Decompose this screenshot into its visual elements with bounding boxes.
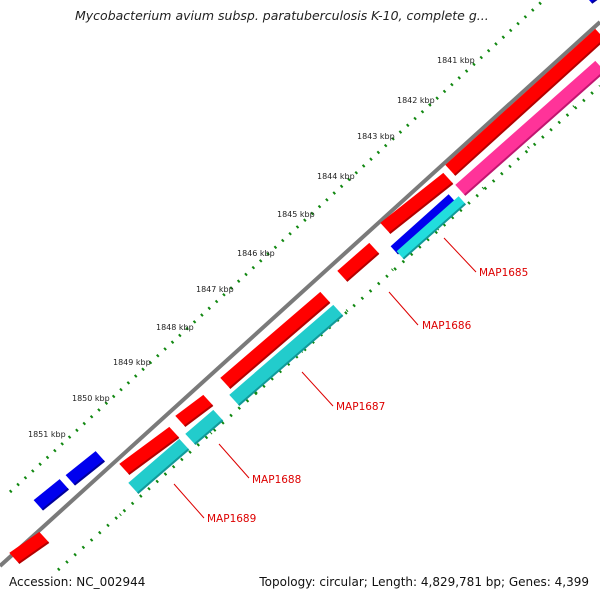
gene-label-map1688[interactable]: MAP1688 bbox=[252, 474, 301, 486]
gene-red-1688[interactable] bbox=[175, 394, 213, 427]
genome-stats: Topology: circular; Length: 4,829,781 bp… bbox=[259, 575, 589, 589]
inner-tick-marks bbox=[118, 81, 600, 517]
gene-label-map1687[interactable]: MAP1687 bbox=[336, 401, 385, 413]
gene-label-leader bbox=[218, 443, 250, 479]
gene-blue-inner[interactable] bbox=[390, 194, 456, 254]
outer-tick-track bbox=[8, 0, 546, 494]
gene-cyan-1688-edge bbox=[194, 419, 224, 445]
ruler-label: 1845 kbp bbox=[277, 210, 315, 219]
ruler-label: 1846 kbp bbox=[237, 249, 275, 258]
gene-red-small-a[interactable] bbox=[337, 242, 379, 282]
ruler-label: 1844 kbp bbox=[317, 172, 355, 181]
gene-blue-outer-b[interactable] bbox=[65, 451, 105, 485]
gene-label-leader bbox=[173, 483, 205, 519]
ruler-label: 1847 kbp bbox=[196, 285, 234, 294]
ruler-label: 1849 kbp bbox=[113, 358, 151, 367]
genome-title: Mycobacterium avium subsp. paratuberculo… bbox=[75, 8, 489, 23]
gene-cyan-1687-edge bbox=[238, 314, 344, 406]
gene-blue-outer-a[interactable] bbox=[33, 479, 69, 510]
gene-red-bottom-edge bbox=[18, 541, 50, 565]
gene-blue-outer-a-edge bbox=[41, 488, 69, 511]
gene-cyan-1689-edge bbox=[137, 448, 190, 494]
gene-label-map1689[interactable]: MAP1689 bbox=[207, 513, 256, 525]
gene-label-leader bbox=[443, 237, 477, 273]
gene-magenta[interactable] bbox=[455, 60, 600, 196]
gene-red-small-a-edge bbox=[346, 252, 380, 282]
gene-blue-top-edge bbox=[591, 0, 598, 4]
gene-blue-outer-b-edge bbox=[73, 460, 105, 486]
accession-text: Accession: NC_002944 bbox=[9, 575, 146, 589]
gene-features bbox=[9, 0, 600, 565]
ruler-label: 1843 kbp bbox=[357, 132, 395, 141]
gene-labels: MAP1685 MAP1686 MAP1687 MAP1688 MAP1689 bbox=[173, 237, 528, 525]
gene-red-1687-edge bbox=[229, 301, 331, 389]
gene-cyan-1689[interactable] bbox=[128, 438, 189, 494]
ruler-label: 1842 kbp bbox=[397, 96, 435, 105]
gene-red-1687[interactable] bbox=[220, 291, 330, 389]
gene-label-leader bbox=[301, 371, 334, 407]
ruler-label: 1851 kbp bbox=[28, 430, 66, 439]
ruler-label: 1848 kbp bbox=[156, 323, 194, 332]
gene-cyan-1685[interactable] bbox=[396, 196, 466, 259]
kbp-ruler: 1841 kbp 1842 kbp 1843 kbp 1844 kbp 1845 kbp… bbox=[28, 56, 475, 439]
gene-red-1689[interactable] bbox=[119, 426, 179, 475]
gene-label-leader bbox=[388, 291, 419, 326]
gene-red-top[interactable] bbox=[445, 28, 600, 176]
gene-red-1685[interactable] bbox=[380, 172, 453, 234]
gene-label-map1686[interactable]: MAP1686 bbox=[422, 320, 472, 332]
gene-red-1689-edge bbox=[128, 436, 180, 475]
gene-red-1688-edge bbox=[184, 404, 214, 427]
gene-red-bottom[interactable] bbox=[9, 531, 49, 564]
ruler-label: 1850 kbp bbox=[72, 394, 110, 403]
gene-cyan-1688[interactable] bbox=[185, 409, 223, 445]
gene-red-1685-edge bbox=[389, 182, 454, 234]
gene-cyan-1685-edge bbox=[402, 202, 467, 260]
backbone-line bbox=[0, 20, 600, 568]
gene-red-top-edge bbox=[454, 42, 600, 176]
gene-label-map1685[interactable]: MAP1685 bbox=[479, 267, 528, 279]
ruler-label: 1841 kbp bbox=[437, 56, 475, 65]
gene-cyan-1687[interactable] bbox=[229, 304, 343, 406]
gene-magenta-edge bbox=[464, 74, 600, 196]
